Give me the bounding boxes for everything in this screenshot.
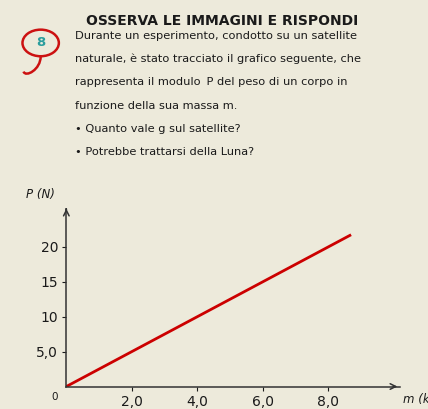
Text: • Potrebbe trattarsi della Luna?: • Potrebbe trattarsi della Luna?	[75, 147, 254, 157]
Text: OSSERVA LE IMMAGINI E RISPONDI: OSSERVA LE IMMAGINI E RISPONDI	[86, 14, 359, 28]
Text: • Quanto vale g sul satellite?: • Quanto vale g sul satellite?	[75, 124, 241, 134]
Text: naturale, è stato tracciato il grafico seguente, che: naturale, è stato tracciato il grafico s…	[75, 54, 361, 65]
Text: Durante un esperimento, condotto su un satellite: Durante un esperimento, condotto su un s…	[75, 31, 357, 40]
Text: 0: 0	[52, 392, 58, 402]
Text: rappresenta il modulo  P del peso di un corpo in: rappresenta il modulo P del peso di un c…	[75, 77, 348, 87]
Text: P (N): P (N)	[26, 189, 55, 202]
Text: 8: 8	[36, 36, 45, 49]
Text: funzione della sua massa m.: funzione della sua massa m.	[75, 101, 237, 110]
Text: m (kg): m (kg)	[404, 393, 428, 406]
